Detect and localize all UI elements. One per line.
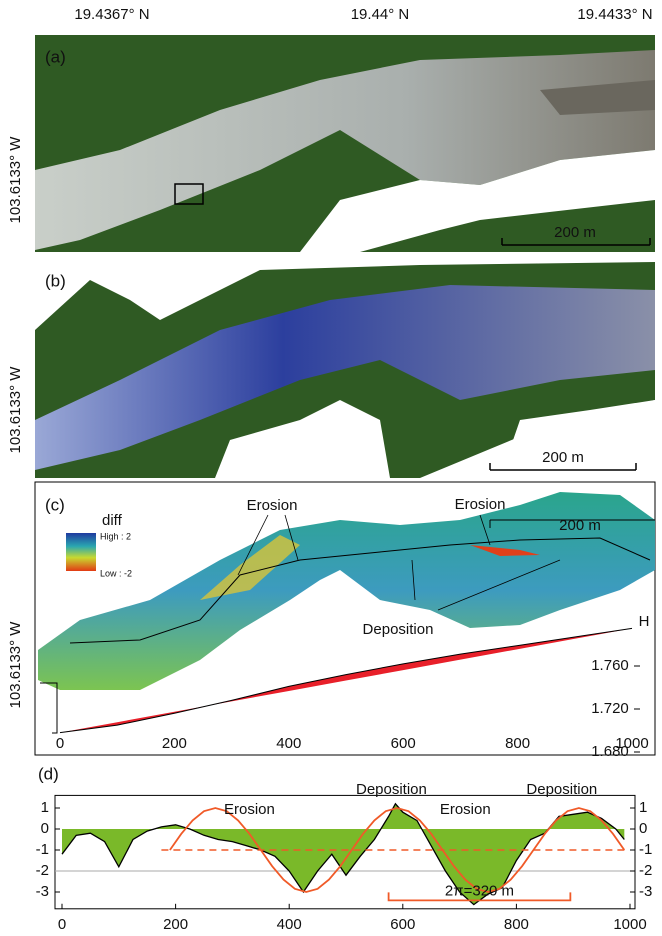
x-tick-label: 800 (504, 916, 529, 933)
y2-tick-label: -2 (639, 862, 652, 879)
lon-label: 103.6133° W (7, 621, 24, 709)
y-tick-label: 1.680 (591, 743, 629, 760)
y-tick-label: -1 (36, 841, 49, 858)
scale-bar-label: 200 m (542, 449, 584, 466)
page: {"header": {"lat_labels": ["19.4367° N",… (0, 0, 662, 936)
x-tick-label: 600 (390, 916, 415, 933)
y-tick-label: -3 (36, 883, 49, 900)
x-tick-label: 0 (56, 735, 64, 752)
y2-tick-label: 1 (639, 799, 647, 816)
legend-low: Low : -2 (100, 568, 132, 578)
y-tick-label: 0 (41, 820, 49, 837)
annotation: Erosion (440, 801, 491, 818)
x-tick-label: 600 (391, 735, 416, 752)
lat-label: 19.4367° N (74, 6, 149, 23)
scale-bar-label: 200 m (554, 224, 596, 241)
x-tick-label: 200 (163, 916, 188, 933)
x-tick-label: 200 (162, 735, 187, 752)
aerial-image-b (35, 258, 655, 478)
annotation: Erosion (224, 801, 275, 818)
panel-label: (b) (45, 271, 66, 290)
legend-colorbar (66, 533, 96, 571)
y-tick-label: 1.720 (591, 700, 629, 717)
annotation: Erosion (247, 497, 298, 514)
annotation: Deposition (356, 781, 427, 798)
lat-label: 19.44° N (351, 6, 410, 23)
x-tick-label: 1000 (613, 916, 646, 933)
wavelength-label: 2π=320 m (445, 882, 514, 899)
figure: 19.4367° N 19.44° N 19.4433° N 103.6133°… (0, 0, 662, 936)
aerial-image-a (35, 35, 655, 252)
lon-label: 103.6133° W (7, 136, 24, 224)
lon-label: 103.6133° W (7, 366, 24, 454)
y-tick-label: 1 (41, 799, 49, 816)
panel-label: (d) (38, 764, 59, 783)
lat-label: 19.4433° N (577, 6, 652, 23)
difference-area (62, 804, 624, 905)
y2-tick-label: -1 (639, 841, 652, 858)
y2-tick-label: -3 (639, 883, 652, 900)
x-tick-label: 400 (276, 735, 301, 752)
annotation: Deposition (526, 781, 597, 798)
legend-title: diff (102, 512, 123, 529)
x-tick-label: 800 (505, 735, 530, 752)
axis-label: H (639, 613, 650, 630)
panel-label: (a) (45, 47, 66, 66)
legend-high: High : 2 (100, 531, 131, 541)
y-tick-label: -2 (36, 862, 49, 879)
x-tick-label: 400 (277, 916, 302, 933)
y2-tick-label: 0 (639, 820, 647, 837)
annotation: Erosion (455, 496, 506, 513)
panel-label: (c) (45, 495, 65, 514)
y-tick-label: 1.760 (591, 657, 629, 674)
annotation: Deposition (363, 621, 434, 638)
x-tick-label: 0 (58, 916, 66, 933)
scale-bar-label: 200 m (559, 517, 601, 534)
